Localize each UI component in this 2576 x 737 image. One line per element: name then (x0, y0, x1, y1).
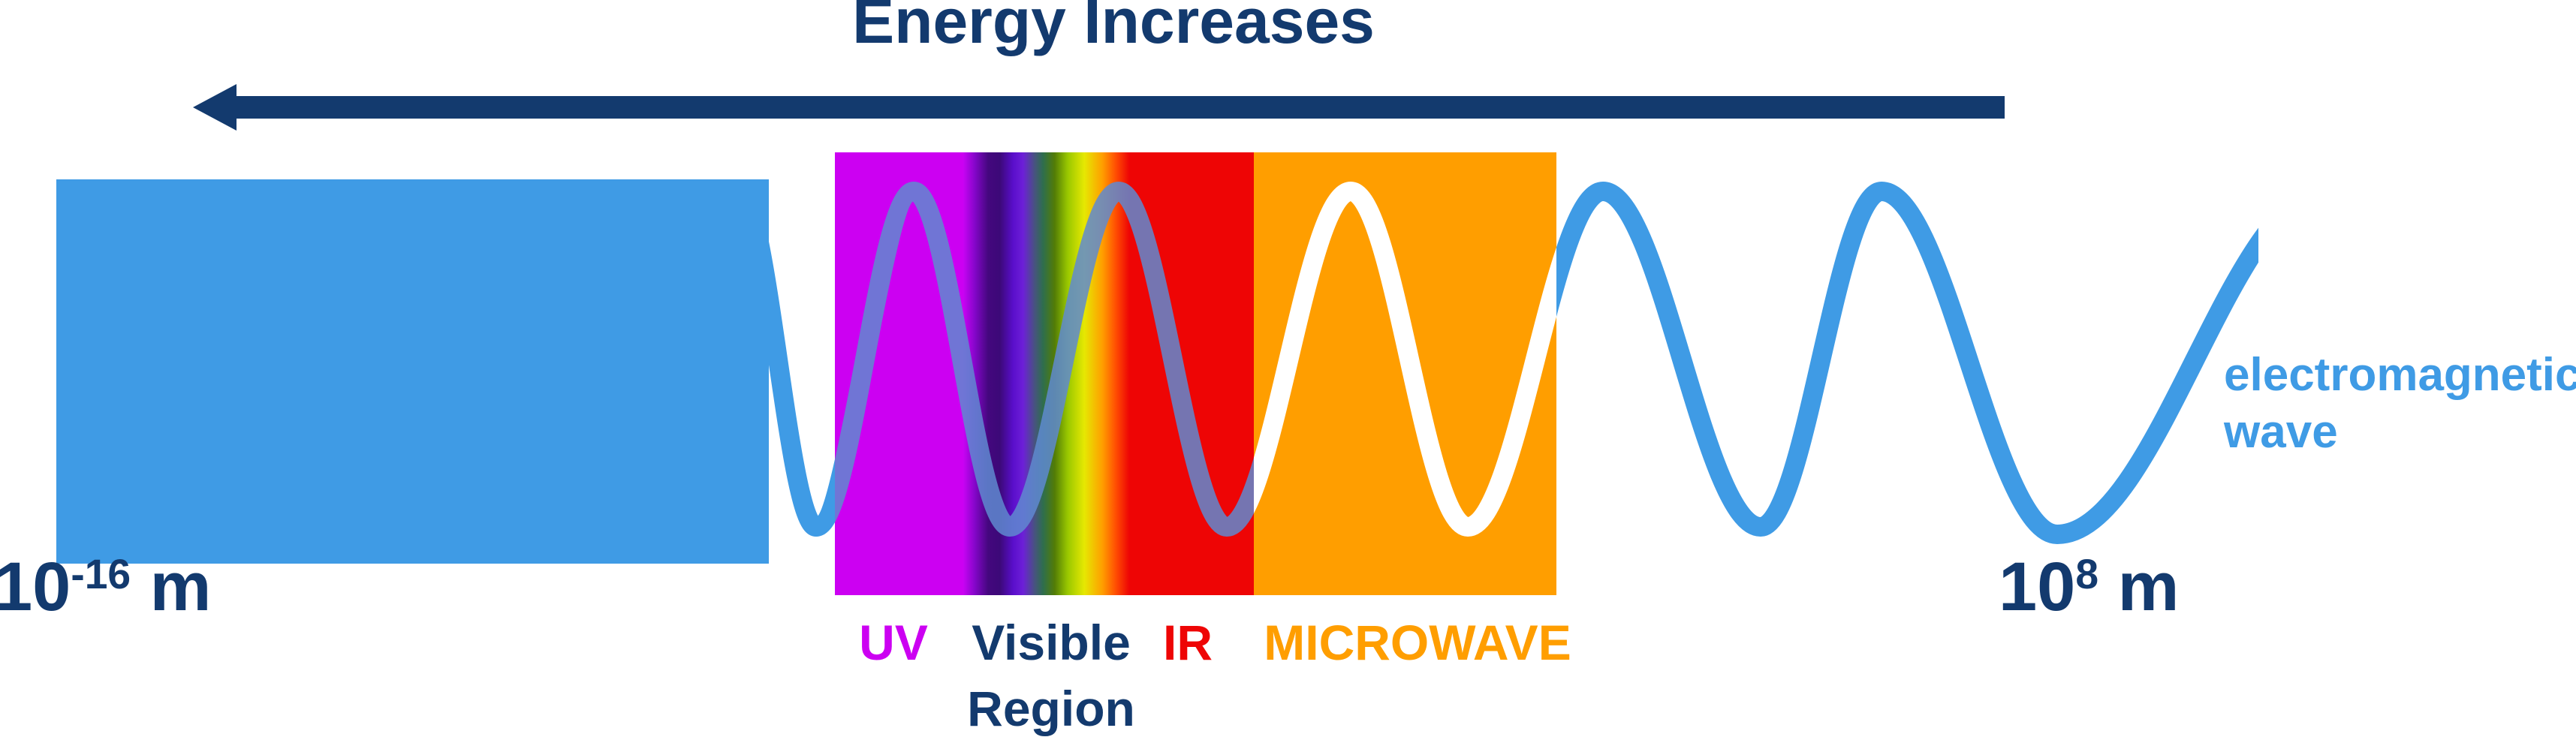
wavelength-left-exponent: -16 (71, 551, 131, 598)
diagram-title: Energy Increases (852, 0, 1375, 56)
energy-arrow (193, 84, 2005, 131)
visible-region-label: Visible Region (967, 609, 1135, 737)
spectrum-band (835, 152, 1556, 595)
wavelength-left-unit: m (149, 549, 212, 625)
visible-region-label-line1: Visible (972, 615, 1131, 670)
short-wavelength-block (56, 179, 769, 564)
ir-label: IR (1163, 615, 1213, 670)
microwave-label: MICROWAVE (1264, 615, 1571, 670)
uv-label: UV (859, 615, 928, 670)
wavelength-left-base: 10 (0, 549, 71, 625)
em-wave-annotation-line2: wave (2224, 406, 2338, 458)
wavelength-right-unit: m (2117, 549, 2180, 625)
visible-region-label-line2: Region (967, 681, 1135, 736)
wavelength-right-label: 108 m (1999, 549, 2180, 630)
wavelength-right-exponent: 8 (2075, 551, 2099, 598)
em-wave-annotation-line1: electromagnetic (2224, 349, 2576, 401)
wavelength-left-label: 10-16 m (0, 549, 212, 630)
wavelength-right-base: 10 (1999, 549, 2076, 625)
em-wave-annotation: electromagnetic wave (2224, 347, 2576, 461)
